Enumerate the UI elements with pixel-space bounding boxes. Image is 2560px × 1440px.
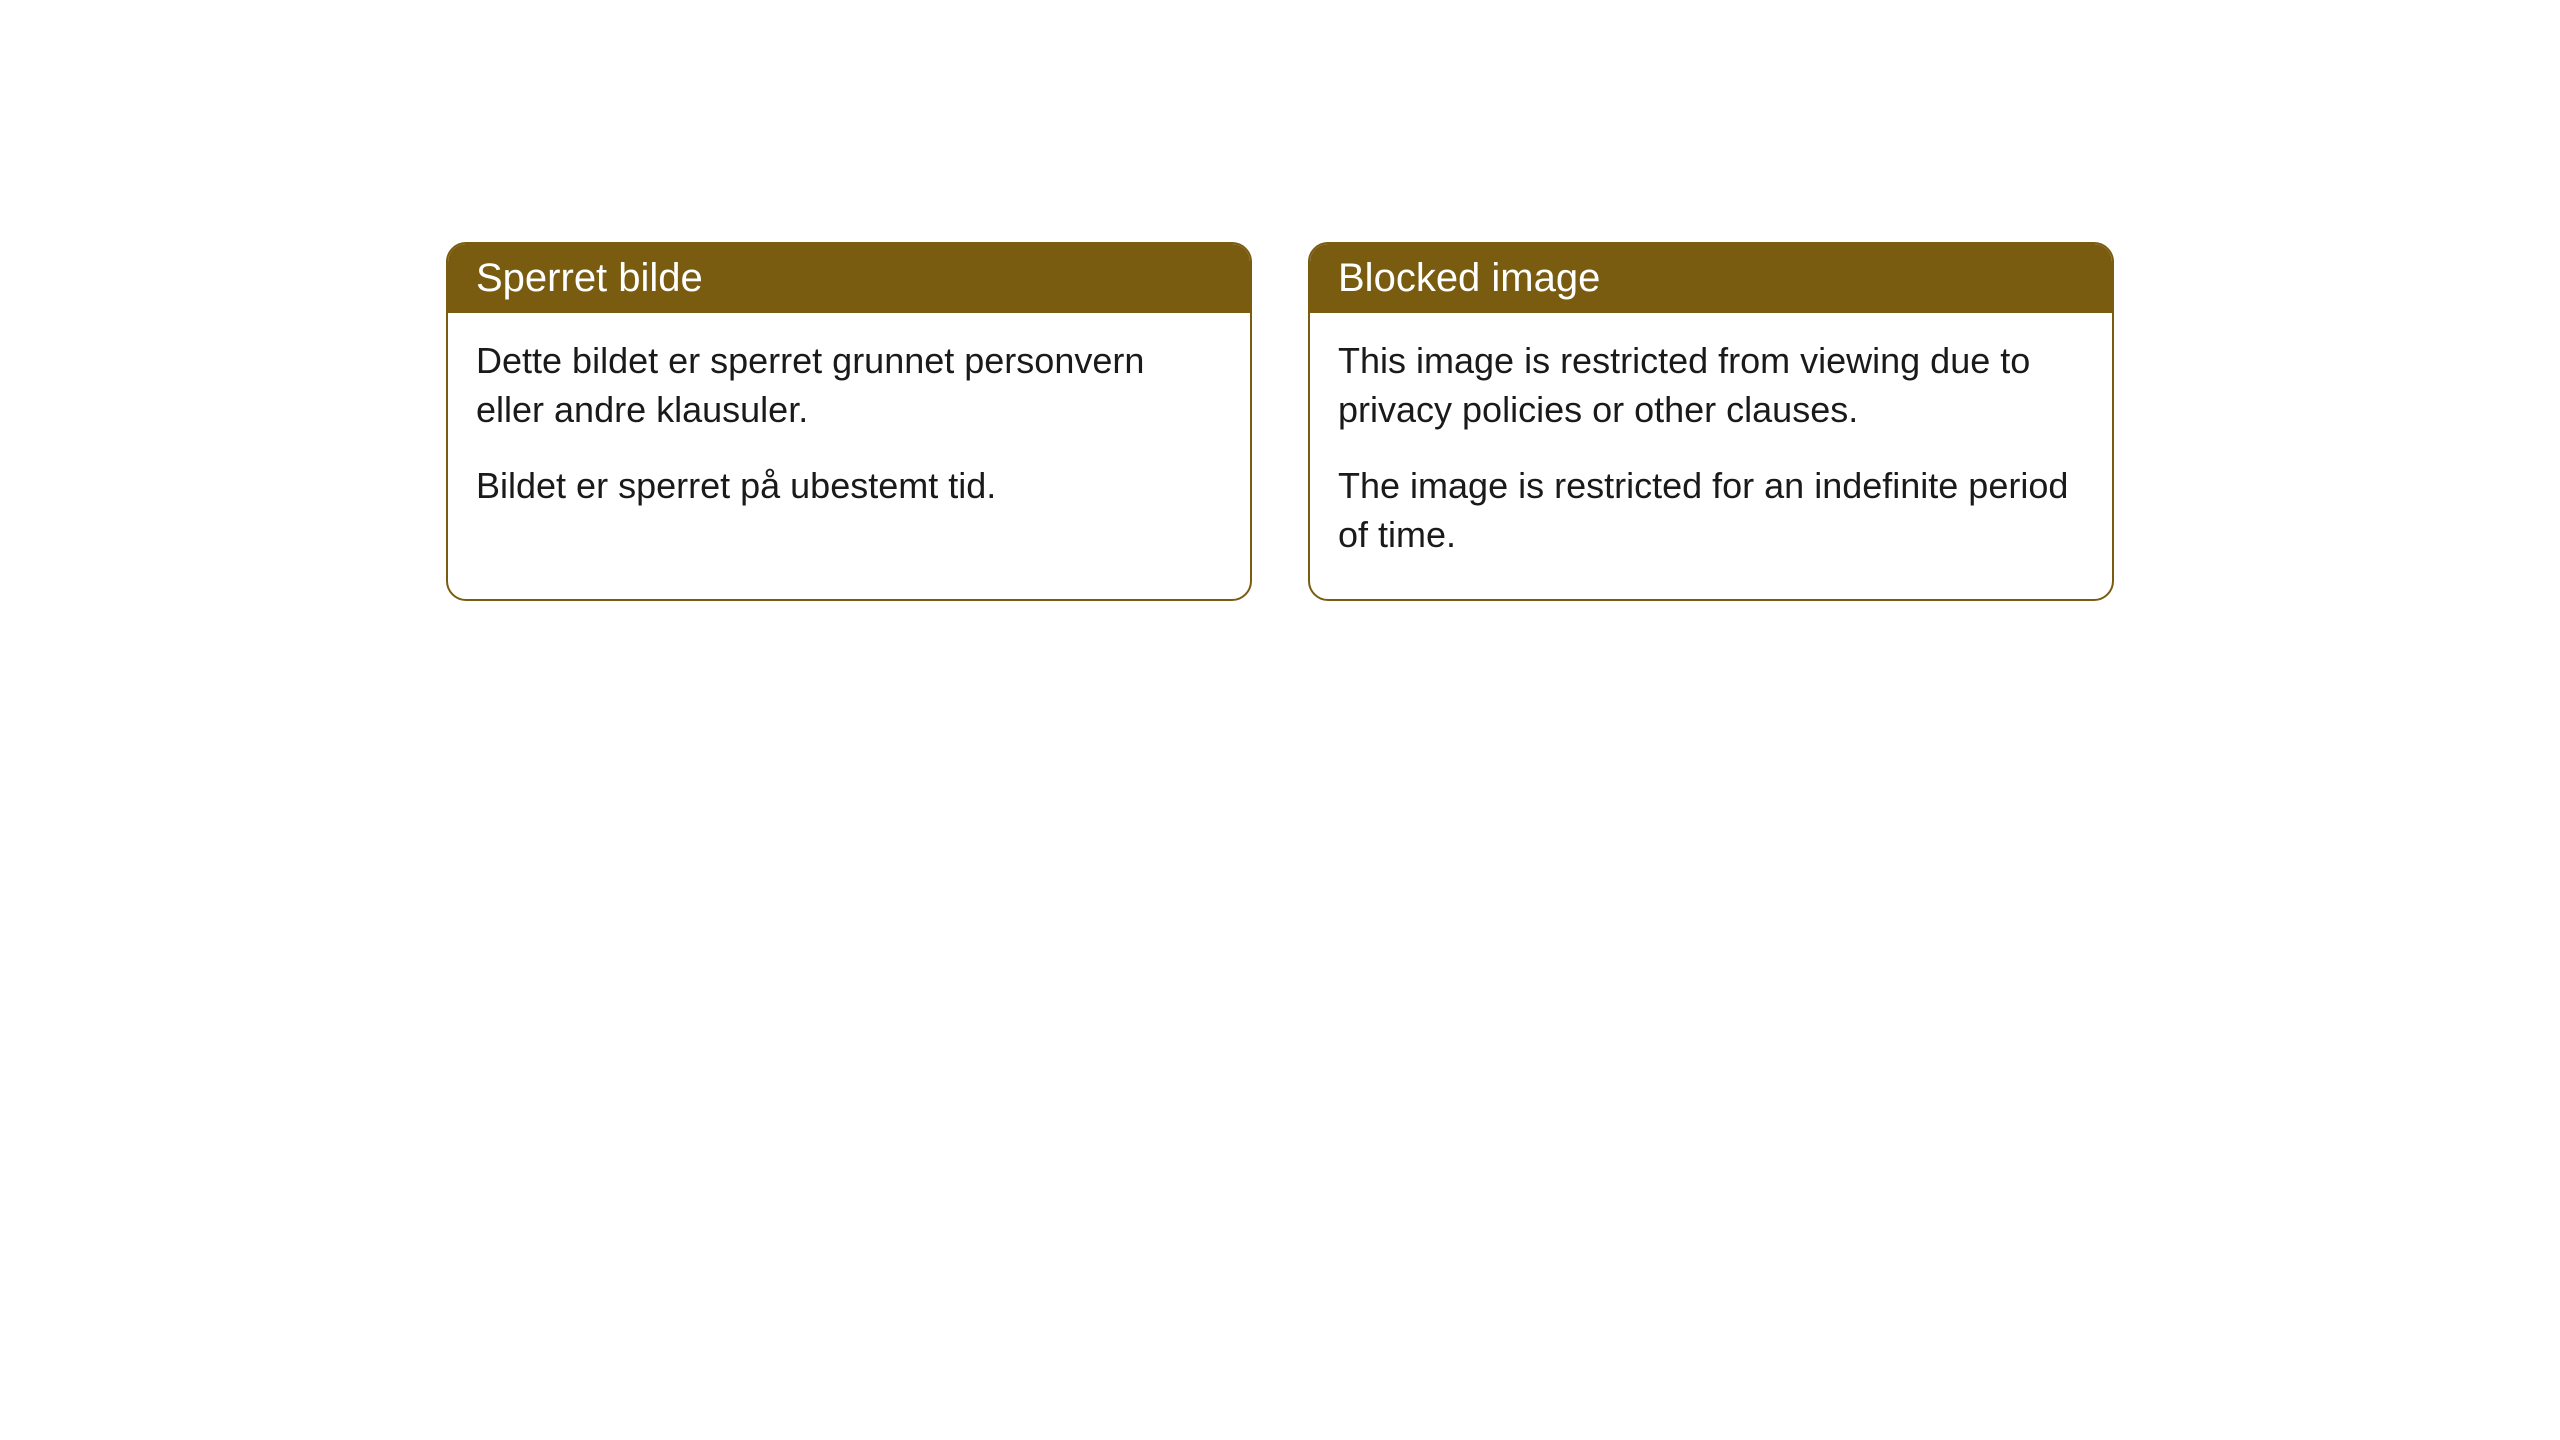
card-paragraph-1: This image is restricted from viewing du… bbox=[1338, 337, 2084, 434]
blocked-image-card-english: Blocked image This image is restricted f… bbox=[1308, 242, 2114, 601]
card-body-norwegian: Dette bildet er sperret grunnet personve… bbox=[448, 313, 1250, 551]
notice-container: Sperret bilde Dette bildet er sperret gr… bbox=[446, 242, 2114, 601]
card-header-norwegian: Sperret bilde bbox=[448, 244, 1250, 313]
card-paragraph-1: Dette bildet er sperret grunnet personve… bbox=[476, 337, 1222, 434]
card-title: Blocked image bbox=[1338, 256, 1600, 300]
card-header-english: Blocked image bbox=[1310, 244, 2112, 313]
card-body-english: This image is restricted from viewing du… bbox=[1310, 313, 2112, 599]
card-paragraph-2: Bildet er sperret på ubestemt tid. bbox=[476, 462, 1222, 511]
card-title: Sperret bilde bbox=[476, 256, 703, 300]
card-paragraph-2: The image is restricted for an indefinit… bbox=[1338, 462, 2084, 559]
blocked-image-card-norwegian: Sperret bilde Dette bildet er sperret gr… bbox=[446, 242, 1252, 601]
